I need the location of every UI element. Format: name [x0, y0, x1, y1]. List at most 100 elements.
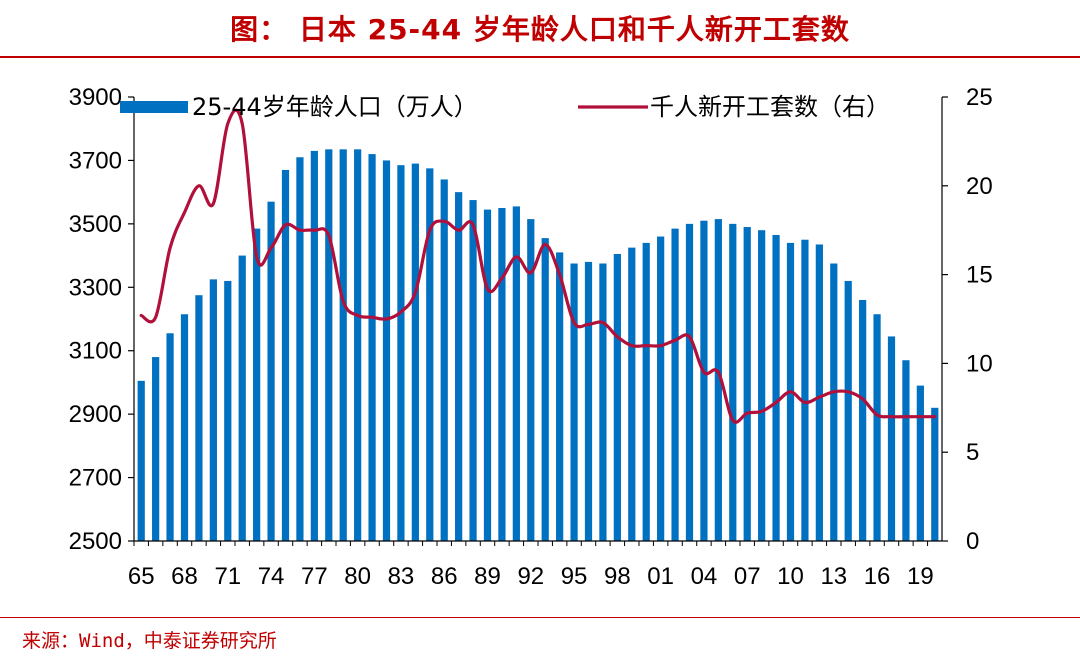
bar-84 — [411, 163, 419, 541]
x-tick-label: 16 — [864, 563, 891, 590]
x-tick-label: 77 — [301, 563, 328, 590]
bar-20 — [931, 407, 939, 541]
x-tick-label: 71 — [214, 563, 241, 590]
bar-67 — [166, 333, 174, 541]
x-tick-label: 83 — [388, 563, 415, 590]
bar-76 — [296, 157, 304, 541]
bar-07 — [743, 227, 751, 541]
bar-01 — [657, 236, 665, 542]
bar-04 — [700, 220, 708, 541]
bar-81 — [368, 154, 376, 541]
left-tick-label: 2700 — [69, 465, 122, 492]
bar-69 — [195, 295, 203, 541]
bar-13 — [830, 263, 838, 541]
bar-06 — [729, 223, 737, 542]
bar-88 — [469, 200, 477, 541]
bar-79 — [339, 149, 347, 541]
legend: 25-44岁年龄人口（万人） 千人新开工套数（右） — [120, 93, 890, 121]
left-tick-label: 3700 — [69, 147, 122, 174]
bar-05 — [714, 219, 722, 541]
source-note: 来源：Wind，中泰证券研究所 — [22, 630, 277, 652]
bar-85 — [426, 168, 434, 542]
right-axis-ticks: 0 5 10 15 20 25 — [942, 84, 993, 555]
right-tick-label: 20 — [966, 173, 993, 200]
legend-line-label: 千人新开工套数（右） — [650, 93, 890, 121]
bar-18 — [902, 360, 910, 541]
x-tick-label: 89 — [474, 563, 501, 590]
bar-73 — [253, 228, 261, 542]
bar-97 — [599, 263, 607, 541]
bar-09 — [772, 234, 780, 541]
x-tick-label: 68 — [171, 563, 198, 590]
x-tick-label: 86 — [431, 563, 458, 590]
legend-bar-label: 25-44岁年龄人口（万人） — [192, 93, 478, 121]
bar-86 — [440, 179, 448, 541]
left-tick-label: 3500 — [69, 211, 122, 238]
bar-82 — [382, 160, 391, 541]
x-tick-label: 07 — [734, 563, 761, 590]
chart-title: 图： 日本 25-44 岁年龄人口和千人新开工套数 — [230, 13, 850, 46]
bar-89 — [483, 209, 492, 541]
bar-90 — [498, 208, 506, 541]
right-tick-label: 10 — [966, 350, 993, 377]
bar-96 — [584, 261, 593, 541]
x-tick-label: 80 — [344, 563, 371, 590]
bar-78 — [325, 149, 333, 541]
bar-11 — [801, 239, 809, 541]
bar-83 — [397, 165, 405, 541]
x-tick-label: 13 — [820, 563, 847, 590]
right-tick-label: 25 — [966, 84, 993, 111]
bar-87 — [455, 192, 463, 541]
combo-chart: 2500 2700 2900 3100 3300 3500 3700 3900 0 5 10 15 2… — [69, 84, 993, 590]
right-tick-label: 15 — [966, 262, 993, 289]
bar-70 — [209, 279, 217, 541]
bar-16 — [873, 314, 881, 541]
left-tick-label: 3900 — [69, 84, 122, 111]
bar-19 — [916, 385, 924, 541]
bar-12 — [815, 244, 823, 541]
bar-75 — [281, 169, 290, 541]
bar-92 — [527, 219, 535, 541]
bar-74 — [267, 201, 275, 541]
right-tick-label: 0 — [966, 528, 979, 555]
left-axis-ticks: 2500 2700 2900 3100 3300 3500 3700 3900 — [69, 84, 134, 555]
x-tick-label: 65 — [128, 563, 155, 590]
housing-starts-line — [139, 108, 937, 424]
bar-66 — [152, 357, 160, 541]
left-tick-label: 3300 — [69, 274, 122, 301]
x-tick-label: 92 — [517, 563, 544, 590]
right-tick-label: 5 — [966, 439, 979, 466]
bar-91 — [512, 206, 520, 541]
x-tick-label: 19 — [907, 563, 934, 590]
bar-00 — [642, 242, 650, 541]
title-rule — [0, 56, 1080, 58]
left-tick-label: 2500 — [69, 528, 122, 555]
footer-rule — [0, 617, 1080, 618]
left-tick-label: 3100 — [69, 338, 122, 365]
bar-72 — [238, 255, 246, 541]
x-tick-label: 74 — [258, 563, 285, 590]
x-tick-label: 01 — [647, 563, 674, 590]
bar-71 — [224, 280, 232, 541]
x-axis-ticks: 65 68 71 74 77 80 83 86 89 92 95 98 01 04 07 10 13 16 19 — [128, 541, 934, 590]
bar-95 — [570, 263, 578, 541]
bar-99 — [628, 247, 636, 541]
x-tick-label: 10 — [777, 563, 804, 590]
bar-68 — [180, 314, 189, 541]
bar-77 — [310, 150, 318, 541]
bar-65 — [137, 380, 145, 541]
bar-93 — [541, 238, 549, 541]
legend-bar-swatch — [120, 101, 188, 113]
bar-08 — [758, 230, 766, 541]
bar-98 — [613, 253, 621, 542]
bar-94 — [556, 252, 564, 541]
left-tick-label: 2900 — [69, 401, 122, 428]
x-tick-label: 98 — [604, 563, 631, 590]
x-tick-label: 95 — [561, 563, 588, 590]
population-bars — [137, 149, 939, 542]
bar-02 — [671, 228, 679, 542]
bar-80 — [354, 149, 362, 541]
x-tick-label: 04 — [691, 563, 718, 590]
bar-17 — [887, 336, 896, 541]
bar-14 — [844, 280, 852, 541]
